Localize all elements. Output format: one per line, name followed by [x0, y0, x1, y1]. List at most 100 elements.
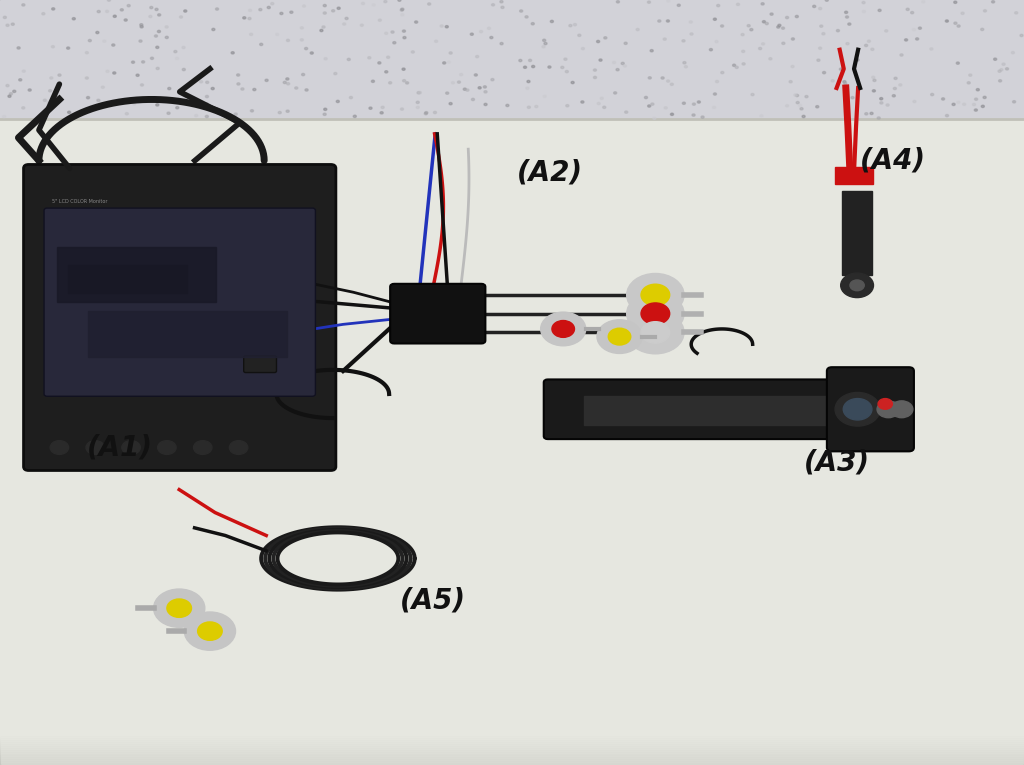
Circle shape — [612, 61, 615, 63]
Circle shape — [690, 33, 693, 35]
Circle shape — [302, 73, 305, 76]
Circle shape — [324, 113, 327, 116]
Circle shape — [831, 80, 835, 82]
Circle shape — [400, 8, 403, 11]
Circle shape — [818, 47, 821, 49]
Circle shape — [368, 57, 371, 59]
Circle shape — [886, 104, 889, 106]
Circle shape — [885, 30, 888, 32]
Circle shape — [433, 112, 436, 114]
Circle shape — [599, 59, 602, 61]
Circle shape — [665, 106, 668, 109]
Bar — [0, 744, 1024, 765]
Circle shape — [165, 26, 168, 28]
Circle shape — [474, 73, 477, 76]
Circle shape — [102, 40, 105, 42]
Circle shape — [527, 80, 530, 83]
Circle shape — [324, 5, 327, 7]
Circle shape — [120, 8, 123, 11]
Circle shape — [748, 24, 751, 27]
FancyBboxPatch shape — [44, 208, 315, 396]
Circle shape — [391, 31, 394, 33]
Circle shape — [249, 9, 252, 11]
Circle shape — [600, 97, 603, 99]
Circle shape — [671, 113, 674, 116]
Bar — [0, 119, 1024, 765]
FancyBboxPatch shape — [244, 356, 276, 373]
Circle shape — [865, 112, 868, 115]
Circle shape — [3, 116, 6, 118]
Circle shape — [820, 25, 823, 28]
Circle shape — [991, 1, 994, 3]
Bar — [842, 191, 872, 275]
Circle shape — [403, 37, 407, 39]
Circle shape — [878, 117, 881, 119]
Circle shape — [418, 92, 421, 94]
Circle shape — [825, 0, 828, 2]
Circle shape — [158, 441, 176, 454]
Circle shape — [253, 89, 256, 91]
Circle shape — [608, 328, 631, 345]
Circle shape — [842, 70, 845, 73]
Circle shape — [850, 280, 864, 291]
Circle shape — [500, 1, 503, 3]
FancyBboxPatch shape — [390, 284, 485, 343]
Circle shape — [641, 303, 670, 324]
Circle shape — [211, 87, 214, 90]
Circle shape — [892, 95, 895, 97]
Circle shape — [47, 101, 50, 103]
Circle shape — [184, 612, 236, 650]
Circle shape — [96, 31, 99, 34]
Circle shape — [976, 89, 979, 91]
Circle shape — [360, 24, 364, 26]
Bar — [0, 731, 1024, 765]
Circle shape — [136, 74, 139, 76]
Circle shape — [337, 7, 340, 9]
Circle shape — [50, 76, 53, 79]
Circle shape — [55, 96, 58, 99]
Circle shape — [319, 29, 323, 31]
Circle shape — [442, 62, 445, 64]
Circle shape — [85, 51, 88, 54]
Circle shape — [68, 111, 71, 113]
Text: 5" LCD COLOR Monitor: 5" LCD COLOR Monitor — [52, 199, 108, 203]
Circle shape — [878, 9, 881, 11]
Circle shape — [641, 321, 670, 343]
Circle shape — [1002, 63, 1006, 65]
Circle shape — [715, 41, 718, 43]
Circle shape — [176, 106, 179, 109]
Circle shape — [205, 103, 208, 105]
Circle shape — [627, 274, 684, 317]
Circle shape — [22, 107, 25, 109]
Bar — [0, 750, 1024, 765]
Circle shape — [683, 61, 686, 63]
Bar — [0, 734, 1024, 765]
Bar — [0, 742, 1024, 765]
Circle shape — [624, 65, 627, 67]
Circle shape — [105, 10, 109, 12]
Circle shape — [155, 8, 158, 11]
Circle shape — [490, 79, 494, 81]
Circle shape — [714, 18, 717, 21]
Circle shape — [151, 57, 154, 60]
Circle shape — [1020, 34, 1023, 37]
Circle shape — [440, 25, 443, 28]
Text: (A1): (A1) — [87, 434, 153, 461]
Bar — [0, 733, 1024, 765]
Circle shape — [215, 8, 218, 10]
Circle shape — [450, 52, 453, 54]
Circle shape — [23, 70, 26, 72]
Circle shape — [402, 80, 406, 82]
Circle shape — [168, 87, 171, 90]
Circle shape — [286, 78, 289, 80]
Circle shape — [182, 47, 185, 49]
Circle shape — [597, 41, 600, 43]
Circle shape — [124, 19, 127, 21]
Circle shape — [425, 112, 428, 114]
Text: (A4): (A4) — [860, 147, 926, 174]
Circle shape — [667, 0, 670, 2]
Circle shape — [956, 101, 959, 103]
Circle shape — [597, 103, 600, 105]
Circle shape — [385, 32, 388, 34]
Circle shape — [345, 18, 348, 20]
